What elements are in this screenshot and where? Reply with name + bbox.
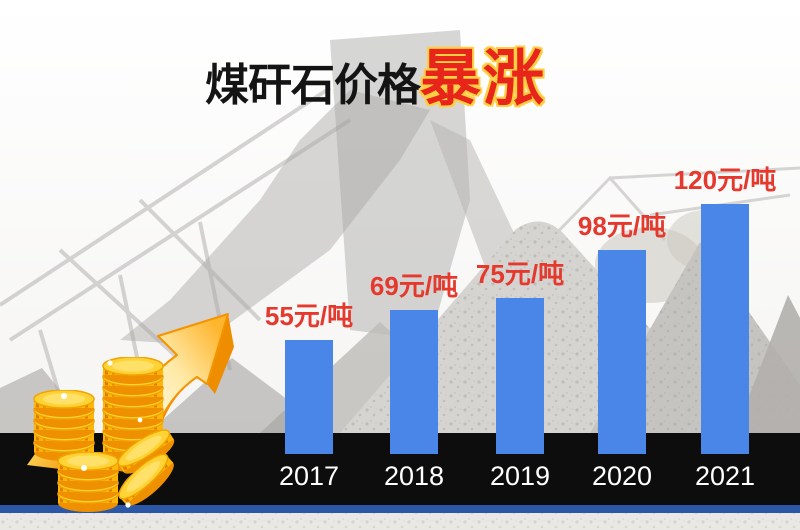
bottom-accent-strip (0, 505, 800, 513)
bar-2018 (390, 310, 438, 454)
value-label-2021: 120元/吨 (673, 165, 777, 195)
bar-2019 (496, 298, 544, 454)
year-label-2020: 2020 (591, 461, 653, 491)
value-label-2017: 55元/吨 (264, 301, 354, 331)
year-label-2017: 2017 (278, 461, 340, 491)
year-label-2019: 2019 (489, 461, 551, 491)
sparkle (81, 465, 87, 471)
crusher-machine (330, 30, 470, 340)
year-label-2018: 2018 (383, 461, 445, 491)
bar-2017 (285, 340, 333, 454)
title-highlight: 暴涨 (420, 44, 547, 112)
sparkle (61, 393, 67, 399)
page-title: 煤矸石价格 暴涨 (0, 0, 800, 130)
bar-2021 (701, 204, 749, 454)
bar-2020 (598, 250, 646, 454)
sparkle (125, 502, 131, 508)
sparkle (137, 417, 143, 423)
gold-coins-icon (34, 357, 179, 512)
conveyor-boom (120, 90, 430, 345)
value-label-2020: 98元/吨 (577, 211, 667, 241)
year-label-2021: 2021 (694, 461, 756, 491)
value-label-2019: 75元/吨 (475, 259, 565, 289)
title-text: 煤矸石价格 (205, 61, 421, 110)
coins-and-arrow-illustration (27, 313, 234, 530)
sparkle (107, 360, 113, 366)
value-label-2018: 69元/吨 (369, 271, 459, 301)
conveyor-truss (0, 86, 352, 431)
